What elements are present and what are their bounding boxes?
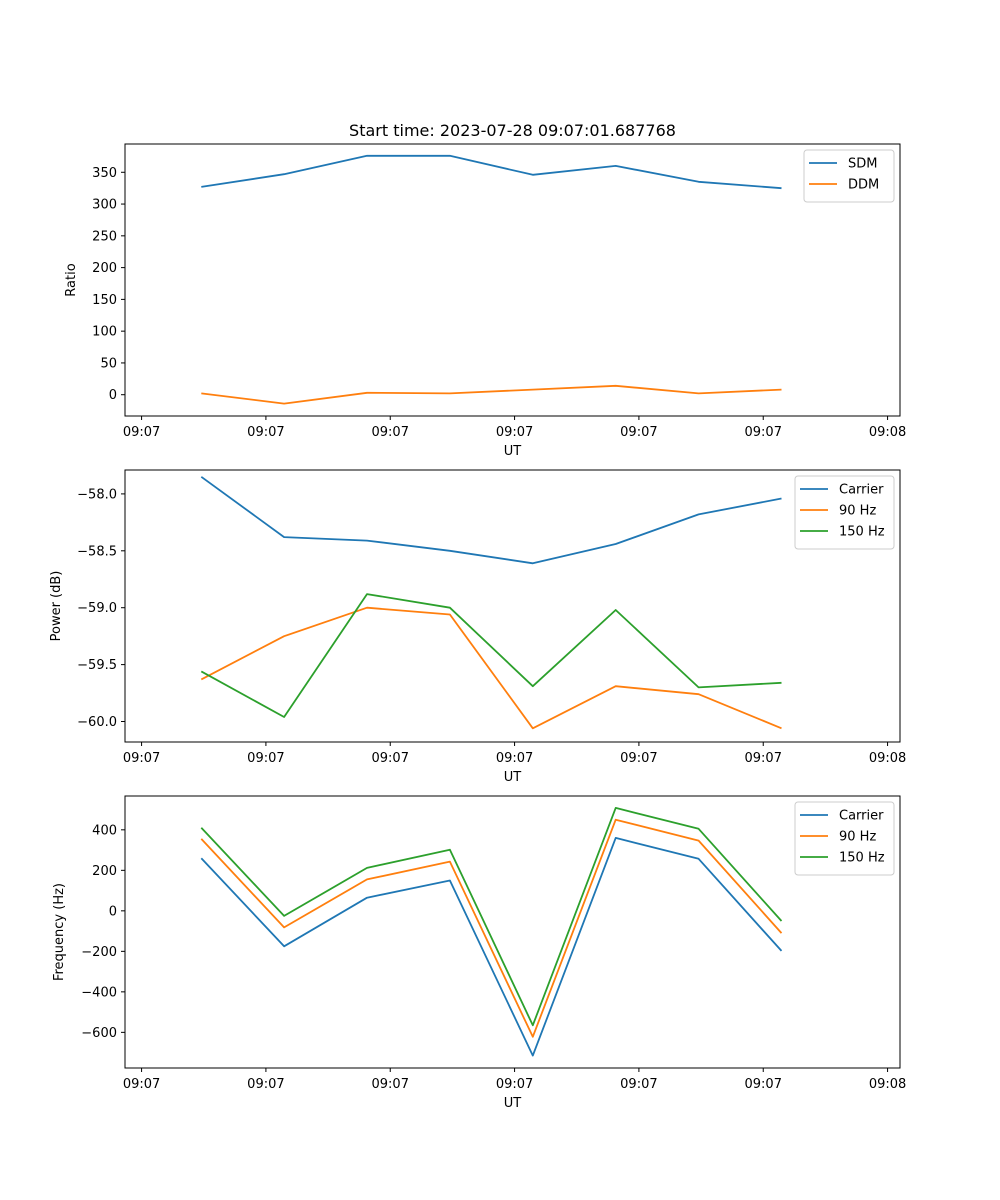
legend-label: DDM [848,178,879,193]
series-line-150-hz [200,807,783,1027]
x-tick-label: 09:07 [247,1077,284,1092]
x-tick-label: 09:07 [247,425,284,440]
chart-panels: 0 50 100 150 200 250 300 350 09:07 09:07 09:07 09:0… [49,143,906,1111]
y-tick-label: −60.0 [77,715,117,730]
chart-panel-2: −60.0 −59.5 −59.0 −58.5 −58.0 09:07 09:07 09:07… [49,469,906,785]
x-tick-label: 09:08 [869,425,906,440]
y-tick-label: 350 [92,166,117,181]
x-axis-label: UT [504,1096,522,1111]
x-tick-label: 09:07 [123,425,160,440]
chart-panel-1: 0 50 100 150 200 250 300 350 09:07 09:07 09:07 09:0… [64,143,906,459]
chart-title: Start time: 2023-07-28 09:07:01.687768 [349,121,676,140]
y-tick-label: 50 [100,356,117,371]
legend: Carrier 90 Hz 150 Hz [794,475,895,550]
axes-frame [124,795,901,1069]
series-line-carrier [200,476,782,565]
y-axis-label: Frequency (Hz) [52,883,67,981]
axes-frame [124,143,901,417]
y-axis-label: Power (dB) [49,571,64,642]
x-tick-label: 09:07 [247,751,284,766]
legend-label: Carrier [839,483,884,498]
y-tick-label: −59.0 [77,601,117,616]
x-tick-label: 09:07 [620,751,657,766]
series-line-90-hz [200,606,782,730]
x-tick-label: 09:07 [372,751,409,766]
y-tick-label: 200 [92,261,117,276]
y-tick-label: 300 [92,198,117,213]
series-line-carrier [200,837,783,1057]
series-line-ddm [201,384,782,405]
series-line-sdm [201,154,782,190]
y-tick-label: −400 [81,985,117,1000]
legend-label: Carrier [839,809,884,824]
y-axis-label: Ratio [64,263,79,296]
x-tick-label: 09:07 [745,425,782,440]
legend-label: 90 Hz [839,830,876,845]
y-tick-label: −600 [81,1026,117,1041]
y-tick-label: −59.5 [77,658,117,673]
legend-label: 150 Hz [839,525,885,540]
x-tick-label: 09:07 [372,1077,409,1092]
axes-frame [124,469,901,743]
y-tick-label: 0 [109,388,117,403]
y-tick-label: −58.5 [77,544,117,559]
y-tick-label: 250 [92,229,117,244]
y-tick-label: 150 [92,293,117,308]
x-tick-label: 09:08 [869,751,906,766]
x-axis-label: UT [504,770,522,785]
x-tick-label: 09:07 [123,1077,160,1092]
legend: SDM DDM [803,149,895,203]
x-tick-label: 09:07 [372,425,409,440]
x-tick-label: 09:07 [745,1077,782,1092]
y-tick-label: 400 [92,823,117,838]
x-tick-label: 09:07 [496,425,533,440]
x-tick-label: 09:07 [123,751,160,766]
y-tick-label: 200 [92,864,117,879]
x-tick-label: 09:07 [745,751,782,766]
y-tick-label: −58.0 [77,487,117,502]
series-line-150-hz [200,593,782,718]
x-tick-label: 09:07 [620,425,657,440]
legend: Carrier 90 Hz 150 Hz [794,801,895,876]
x-tick-label: 09:07 [620,1077,657,1092]
x-tick-label: 09:07 [496,1077,533,1092]
y-tick-label: 100 [92,325,117,340]
x-tick-label: 09:08 [869,1077,906,1092]
x-tick-label: 09:07 [496,751,533,766]
y-tick-label: −200 [81,945,117,960]
legend-label: 150 Hz [839,851,885,866]
chart-panel-3: −600 −400 −200 0 200 400 09:07 09:07 09:07 09:07 0… [52,795,906,1111]
series-line-90-hz [200,818,783,1038]
x-axis-label: UT [504,444,522,459]
legend-label: SDM [848,157,877,172]
y-tick-label: 0 [109,904,117,919]
legend-label: 90 Hz [839,504,876,519]
